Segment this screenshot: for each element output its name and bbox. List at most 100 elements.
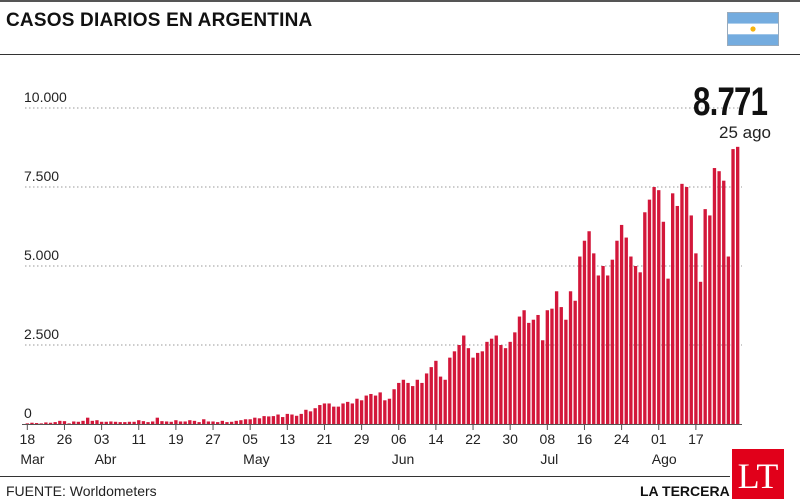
bar: [592, 253, 596, 424]
month-label: Ago: [652, 451, 677, 467]
bar: [137, 420, 141, 424]
bar: [675, 205, 679, 424]
bar: [420, 382, 424, 424]
bar: [513, 332, 517, 424]
bar: [164, 421, 169, 424]
x-tick-label: 18: [20, 431, 36, 447]
bar: [494, 335, 498, 424]
bar: [192, 420, 197, 424]
bar: [234, 420, 238, 424]
bar: [48, 422, 53, 424]
bar: [722, 180, 726, 424]
logo-letters: LT: [738, 456, 779, 496]
bar: [220, 420, 224, 424]
bar: [392, 389, 396, 424]
bar: [327, 403, 331, 424]
bar: [202, 419, 206, 424]
x-tick-label: 11: [131, 431, 146, 447]
bar: [253, 417, 257, 424]
y-tick-label: 10.000: [24, 89, 67, 105]
bar: [489, 338, 494, 424]
bar: [67, 423, 71, 424]
bar: [508, 341, 512, 424]
bar: [34, 423, 39, 424]
bar: [619, 224, 624, 424]
bar: [629, 256, 633, 424]
bar: [378, 392, 382, 424]
bar: [216, 422, 220, 424]
bar: [257, 418, 262, 424]
bar: [336, 406, 341, 424]
x-tick-label: 27: [205, 431, 221, 447]
bar: [568, 291, 573, 424]
x-tick-label: 19: [168, 431, 184, 447]
bar: [359, 400, 364, 424]
bar: [448, 357, 452, 424]
bar: [62, 421, 67, 424]
bar: [294, 415, 299, 424]
bar: [638, 272, 642, 424]
x-tick-label: 24: [614, 431, 630, 447]
bar: [601, 266, 605, 424]
bar: [160, 421, 164, 424]
bar: [290, 414, 294, 424]
bar: [406, 382, 410, 424]
bar: [550, 308, 554, 424]
x-tick-label: 22: [465, 431, 481, 447]
y-tick-label: 5.000: [24, 247, 59, 263]
bar: [736, 146, 740, 424]
month-label: May: [243, 451, 269, 467]
bar: [499, 345, 503, 424]
bar: [248, 419, 252, 424]
bar: [341, 403, 345, 424]
bar: [726, 256, 731, 424]
source-label: FUENTE: Worldometers: [6, 483, 157, 499]
bar: [183, 421, 187, 424]
bar: [369, 393, 373, 424]
x-tick-label: 21: [317, 431, 333, 447]
bar: [671, 193, 675, 424]
bar: [647, 199, 652, 424]
x-tick-label: 05: [242, 431, 258, 447]
bar: [146, 422, 150, 424]
y-tick-label: 0: [24, 405, 32, 421]
bar: [174, 420, 178, 424]
bar: [503, 348, 508, 424]
bar: [452, 351, 457, 424]
bar: [350, 403, 354, 424]
bar: [684, 187, 689, 424]
bar: [689, 215, 693, 424]
bar: [285, 413, 289, 424]
bar: [267, 416, 271, 424]
bar: [118, 422, 122, 424]
bar: [582, 240, 587, 424]
bar: [276, 414, 280, 424]
bar: [703, 209, 707, 424]
bar: [188, 420, 192, 424]
brand-name: LA TERCERA: [640, 483, 730, 499]
bar: [387, 398, 392, 424]
bar: [708, 215, 712, 424]
bar: [113, 421, 118, 424]
bar: [99, 421, 104, 424]
bar: [717, 171, 721, 424]
bar: [39, 423, 43, 424]
bar: [313, 408, 317, 424]
bar: [541, 340, 545, 424]
bar: [731, 149, 735, 424]
bar: [643, 212, 647, 424]
bar: [694, 253, 698, 424]
title-separator: [0, 54, 800, 55]
bar: [383, 400, 387, 424]
bar: [606, 275, 610, 424]
month-label: Jun: [392, 451, 415, 467]
month-label: Abr: [95, 451, 117, 467]
flag-top-stripe: [728, 13, 778, 24]
bar: [457, 345, 461, 424]
bar: [25, 423, 29, 424]
bar: [424, 373, 429, 424]
bar: [554, 291, 559, 424]
x-tick-label: 03: [94, 431, 110, 447]
bar: [438, 376, 443, 424]
month-label: Jul: [540, 451, 558, 467]
